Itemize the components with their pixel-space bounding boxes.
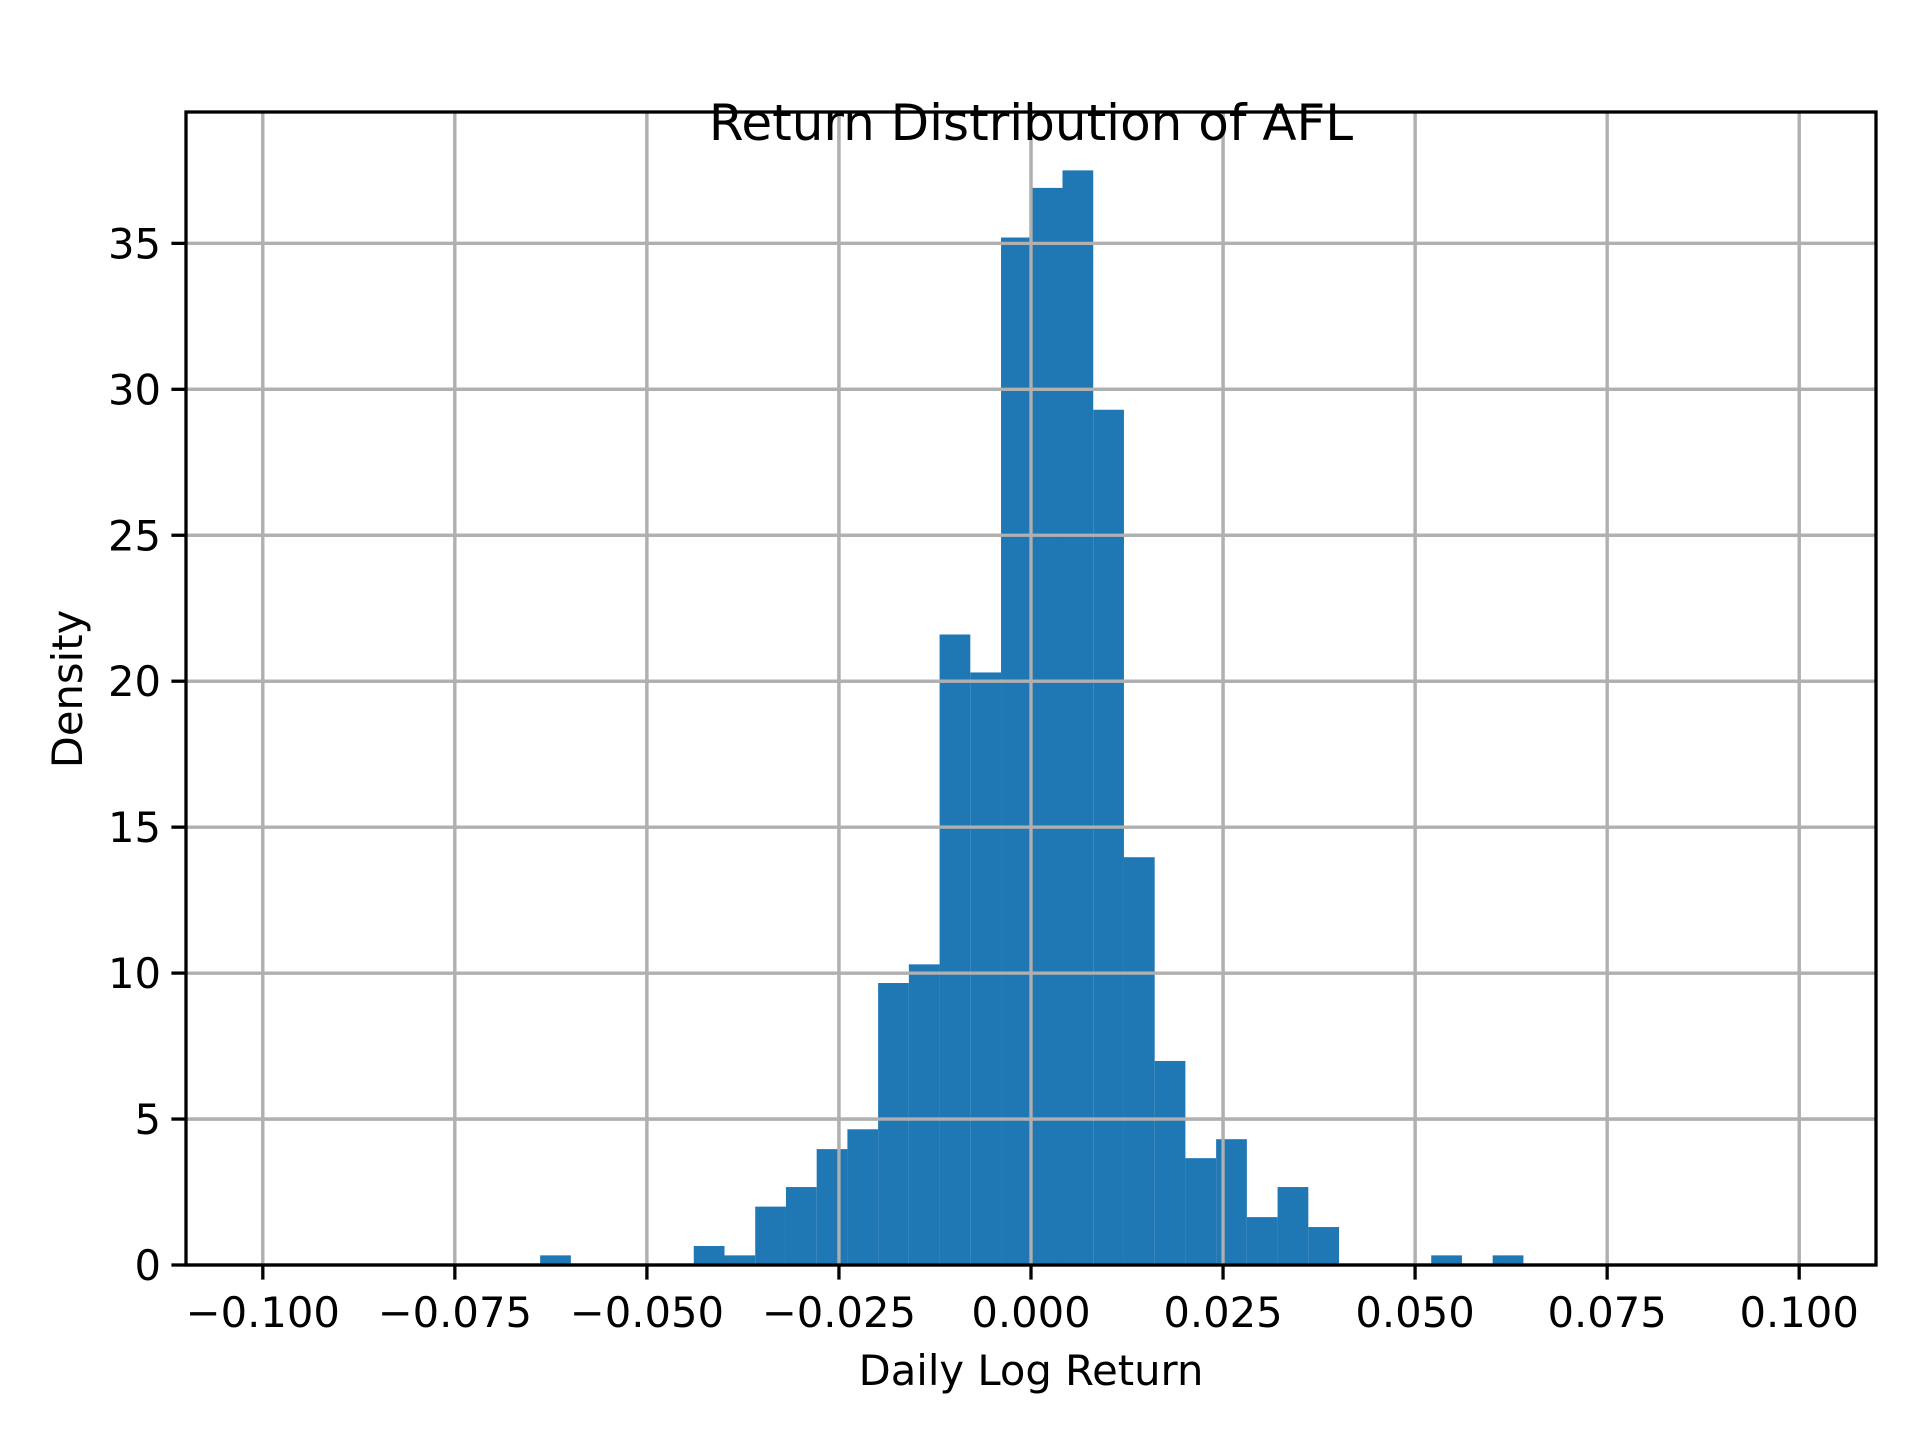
axis-ticks: −0.100 −0.075 −0.050 −0.025 0.000 0.025 0.050 0… (108, 219, 1859, 1337)
x-tick-label: 0.025 (1163, 1288, 1282, 1337)
y-tick-label: 25 (108, 511, 161, 560)
histogram-bar (1062, 170, 1094, 1265)
x-tick-label: 0.000 (971, 1288, 1090, 1337)
x-axis-label: Daily Log Return (859, 1346, 1204, 1395)
histogram-bar (878, 983, 909, 1265)
y-tick-label: 5 (134, 1095, 161, 1144)
y-axis-label: Density (43, 610, 92, 769)
y-tick-label: 10 (108, 949, 161, 998)
x-tick-label: 0.050 (1355, 1288, 1474, 1337)
x-tick-label: 0.075 (1547, 1288, 1666, 1337)
grid-lines-overlay (186, 112, 1876, 1267)
histogram-bar (908, 964, 940, 1265)
histogram-bar (970, 672, 1002, 1265)
histogram-bar (755, 1206, 786, 1265)
histogram-bar (1123, 857, 1155, 1265)
chart-title: Return Distribution of AFL (709, 94, 1353, 152)
histogram-bar (1216, 1139, 1247, 1265)
histogram-bar (724, 1255, 756, 1265)
histogram-bar (1277, 1187, 1309, 1265)
histogram-bars (540, 170, 1524, 1265)
histogram-bar (939, 634, 971, 1265)
histogram-bar (1093, 409, 1124, 1265)
y-tick-label: 20 (108, 657, 161, 706)
histogram-bar (1431, 1255, 1462, 1265)
plot-area-frame (184, 110, 1878, 1267)
histogram-bar (1031, 187, 1063, 1265)
x-tick-label: 0.100 (1740, 1288, 1859, 1337)
x-tick-label: −0.075 (378, 1288, 532, 1337)
histogram-bar (693, 1246, 725, 1265)
y-tick-label: 30 (108, 365, 161, 414)
histogram-bar (1001, 237, 1032, 1265)
x-tick-label: −0.050 (570, 1288, 724, 1337)
y-tick-label: 15 (108, 803, 161, 852)
histogram-bar (1492, 1255, 1524, 1265)
histogram-bar (1154, 1060, 1186, 1265)
histogram-bar (816, 1149, 848, 1265)
y-tick-label: 0 (134, 1241, 161, 1290)
y-tick-label: 35 (108, 219, 161, 268)
histogram-bar (785, 1187, 817, 1265)
histogram-bar (847, 1129, 879, 1265)
histogram-bar (1185, 1158, 1217, 1265)
x-tick-label: −0.025 (762, 1288, 916, 1337)
x-tick-label: −0.100 (186, 1288, 340, 1337)
histogram-bar (540, 1255, 571, 1265)
histogram-bar (1246, 1217, 1278, 1265)
histogram-bar (1308, 1227, 1340, 1265)
